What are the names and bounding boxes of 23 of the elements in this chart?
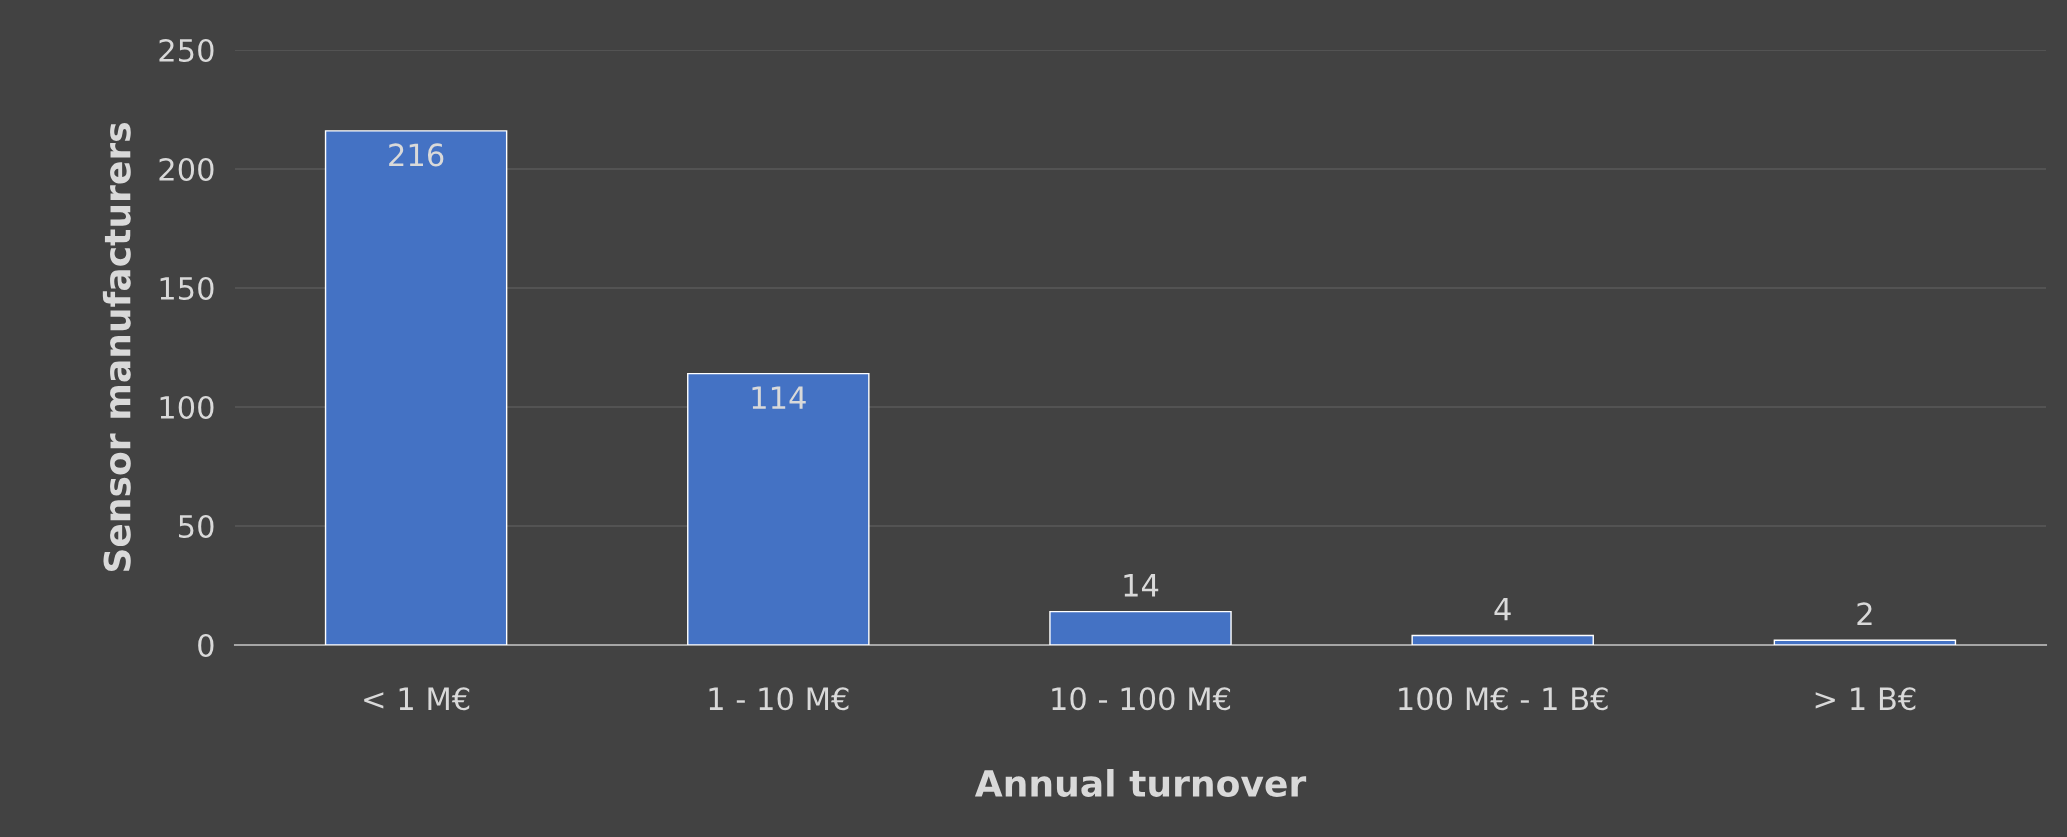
bar [324,130,508,645]
data-label: 4 [1494,597,1511,621]
y-tick-label: 50 [179,514,214,539]
bar [1411,634,1594,645]
bar [1773,639,1957,645]
x-tick-label: 100 M€ - 1 B€ [1399,687,1608,711]
bar [1049,610,1232,645]
data-label: 14 [1124,574,1159,597]
data-label: 2 [1857,602,1872,625]
x-axis-title: Annual turnover [974,769,1307,797]
y-tick-label: 150 [160,276,214,301]
y-axis-title: Sensor manufacturers [102,123,131,572]
data-label: 114 [752,386,806,409]
y-tick-label: 0 [198,633,214,658]
x-tick-label: > 1 B€ [1815,687,1916,711]
x-tick-label: 10 - 100 M€ [1052,687,1231,711]
y-tick-label: 200 [159,157,214,182]
x-tick-label: 1 - 10 M€ [709,687,849,711]
data-label: 216 [389,143,444,167]
x-tick-label: < 1 M€ [364,687,470,711]
y-tick-label: 250 [159,38,214,63]
bar [687,372,870,645]
y-tick-label: 100 [160,395,214,420]
